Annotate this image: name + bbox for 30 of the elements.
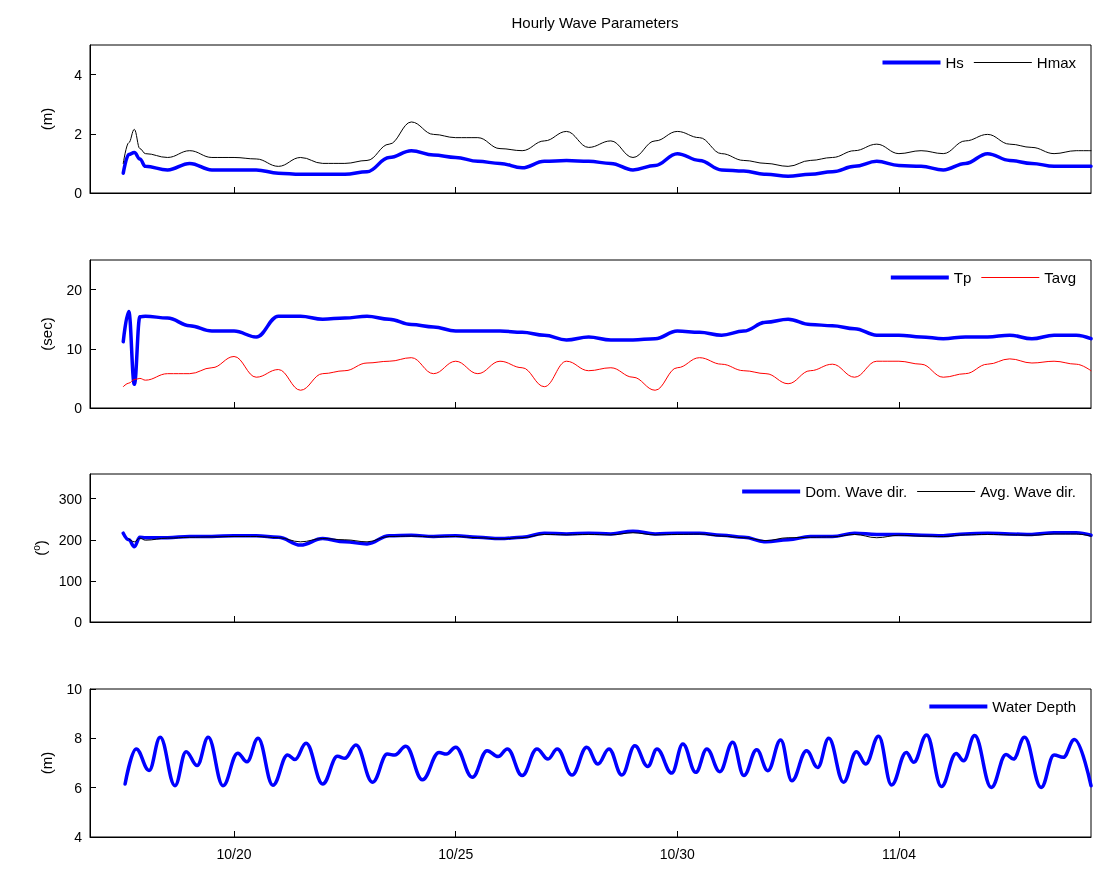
y-axis-title: (m) <box>38 751 55 774</box>
y-axis-title: (m) <box>38 107 55 131</box>
y-tick-label: 6 <box>74 779 83 796</box>
y-tick-label: 0 <box>74 185 83 201</box>
x-tick-label: 11/04 <box>881 845 917 862</box>
x-tick-label: 10/30 <box>659 845 696 862</box>
legend-label: Tp <box>953 268 972 286</box>
y-tick-label: 10 <box>66 340 83 357</box>
y-tick-label: 4 <box>74 66 83 83</box>
legend-label: Hs <box>945 54 964 71</box>
x-tick-label: 10/20 <box>216 845 252 862</box>
y-tick-label: 4 <box>74 828 83 845</box>
y-tick-label: 8 <box>74 729 83 746</box>
y-tick-label: 2 <box>74 125 83 142</box>
y-tick-label: 200 <box>58 531 83 548</box>
y-axis-title: (o) <box>30 540 49 556</box>
y-axis-title: (sec) <box>38 316 55 351</box>
legend-label: Water Depth <box>992 697 1077 715</box>
y-tick-label: 20 <box>66 281 83 298</box>
y-tick-label: 10 <box>66 680 83 697</box>
y-tick-label: 100 <box>58 572 83 589</box>
y-tick-label: 300 <box>58 490 83 507</box>
legend-label: Avg. Wave dir. <box>980 483 1076 500</box>
chart-title: Hourly Wave Parameters <box>511 14 679 31</box>
legend-label: Dom. Wave dir. <box>805 483 908 500</box>
y-tick-label: 0 <box>74 614 83 630</box>
y-tick-label: 0 <box>74 399 83 416</box>
legend-label: Tavg <box>1044 268 1076 286</box>
x-tick-label: 10/25 <box>438 845 474 862</box>
legend-label: Hmax <box>1036 54 1077 71</box>
